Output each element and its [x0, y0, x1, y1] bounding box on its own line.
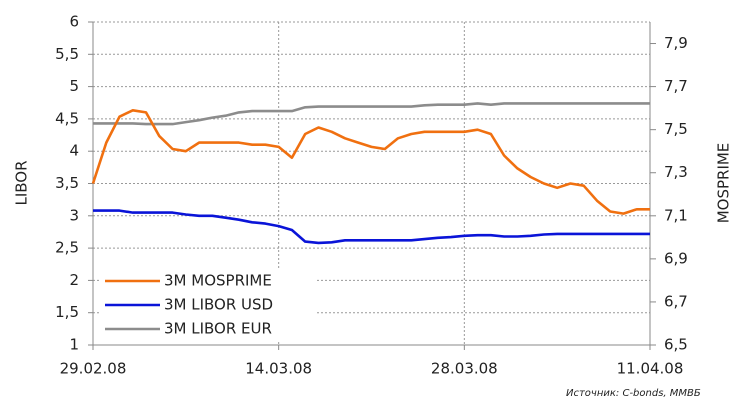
y-tick-label: 1	[69, 336, 79, 354]
y-tick-label: 2	[69, 271, 79, 289]
y-tick-label: 6	[69, 13, 79, 31]
legend-bg	[100, 270, 315, 292]
x-tick-label: 11.04.08	[617, 360, 684, 378]
y-tick-label: 4,5	[55, 109, 79, 127]
source-note: Источник: C-bonds, ММВБ	[566, 388, 701, 399]
y-tick-label: 5,5	[55, 45, 79, 63]
series-line	[93, 102, 650, 126]
legend-label: 3M LIBOR EUR	[164, 320, 272, 338]
y2-tick-label: 7,1	[664, 206, 688, 224]
y2-tick-label: 7,7	[664, 77, 688, 95]
y-axis-label: LIBOR	[13, 160, 31, 205]
x-tick-label: 14.03.08	[245, 360, 312, 378]
y-tick-label: 3,5	[55, 174, 79, 192]
y2-tick-label: 7,3	[664, 163, 688, 181]
x-tick-label: 28.03.08	[431, 360, 498, 378]
y-tick-label: 4	[69, 142, 79, 160]
y2-axis-label: MOSPRIME	[715, 143, 733, 224]
legend-label: 3M MOSPRIME	[164, 272, 272, 290]
legend-bg	[100, 318, 315, 340]
legend-label: 3M LIBOR USD	[164, 296, 273, 314]
y2-tick-label: 7,9	[664, 34, 688, 52]
y2-tick-label: 6,5	[664, 336, 688, 354]
y-tick-label: 3	[69, 206, 79, 224]
y2-tick-label: 6,9	[664, 249, 688, 267]
x-tick-label: 29.02.08	[60, 360, 127, 378]
y2-tick-label: 6,7	[664, 292, 688, 310]
legend-bg	[100, 294, 315, 316]
y-tick-label: 1,5	[55, 303, 79, 321]
y-tick-label: 5	[69, 77, 79, 95]
y2-tick-label: 7,5	[664, 120, 688, 138]
y-tick-label: 2,5	[55, 239, 79, 257]
series-line	[91, 109, 650, 215]
series-line	[93, 209, 650, 245]
